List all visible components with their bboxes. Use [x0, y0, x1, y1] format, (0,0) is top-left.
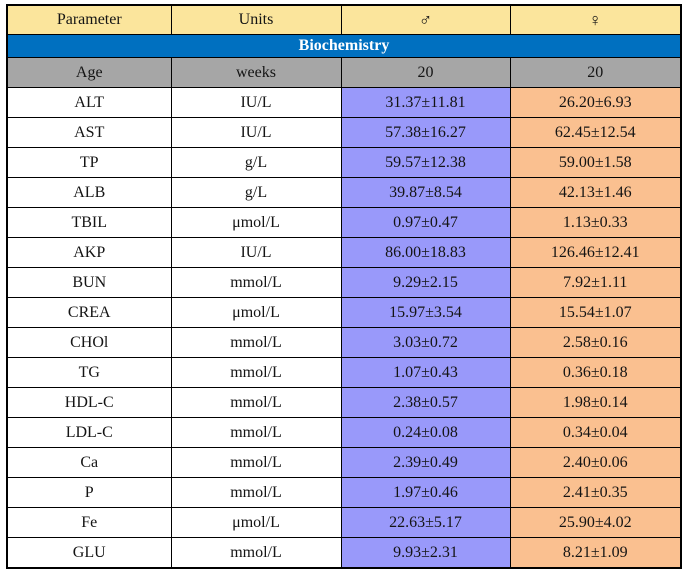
parameter-cell: HDL-C [6, 387, 172, 418]
table-row: CREA μmol/L 15.97±3.54 15.54±1.07 [6, 297, 682, 328]
table-row: ALT IU/L 31.37±11.81 26.20±6.93 [6, 87, 682, 118]
units-cell: g/L [170, 147, 342, 178]
parameter-cell: TG [6, 357, 172, 388]
units-cell: μmol/L [170, 297, 342, 328]
table-row: TP g/L 59.57±12.38 59.00±1.58 [6, 147, 682, 178]
parameter-cell: Fe [6, 507, 172, 538]
female-value-cell: 42.13±1.46 [509, 177, 682, 208]
table-row: AST IU/L 57.38±16.27 62.45±12.54 [6, 117, 682, 148]
parameter-cell: AKP [6, 237, 172, 268]
female-symbol-icon: ♀ [509, 4, 682, 35]
male-value-cell: 9.29±2.15 [340, 267, 511, 298]
units-cell: mmol/L [170, 447, 342, 478]
male-value-cell: 9.93±2.31 [340, 537, 511, 569]
biochemistry-table: Parameter Units ♂ ♀ Biochemistry Age wee… [6, 4, 682, 569]
female-value-cell: 7.92±1.11 [509, 267, 682, 298]
parameter-cell: Ca [6, 447, 172, 478]
col-header-units: Units [170, 4, 342, 35]
female-value-cell: 2.40±0.06 [509, 447, 682, 478]
age-label: Age [6, 57, 172, 88]
male-value-cell: 1.97±0.46 [340, 477, 511, 508]
male-value-cell: 22.63±5.17 [340, 507, 511, 538]
units-cell: mmol/L [170, 477, 342, 508]
male-value-cell: 2.38±0.57 [340, 387, 511, 418]
units-cell: μmol/L [170, 207, 342, 238]
section-row: Biochemistry [6, 34, 682, 58]
male-value-cell: 0.24±0.08 [340, 417, 511, 448]
table-row: LDL-C mmol/L 0.24±0.08 0.34±0.04 [6, 417, 682, 448]
units-cell: mmol/L [170, 417, 342, 448]
female-value-cell: 15.54±1.07 [509, 297, 682, 328]
female-value-cell: 2.58±0.16 [509, 327, 682, 358]
units-cell: mmol/L [170, 357, 342, 388]
male-value-cell: 39.87±8.54 [340, 177, 511, 208]
units-cell: g/L [170, 177, 342, 208]
male-value-cell: 2.39±0.49 [340, 447, 511, 478]
units-cell: mmol/L [170, 267, 342, 298]
table-row: CHOl mmol/L 3.03±0.72 2.58±0.16 [6, 327, 682, 358]
col-header-parameter: Parameter [6, 4, 172, 35]
female-value-cell: 0.36±0.18 [509, 357, 682, 388]
parameter-cell: BUN [6, 267, 172, 298]
table-row: TBIL μmol/L 0.97±0.47 1.13±0.33 [6, 207, 682, 238]
units-cell: mmol/L [170, 387, 342, 418]
table-row: Ca mmol/L 2.39±0.49 2.40±0.06 [6, 447, 682, 478]
age-male-value: 20 [340, 57, 511, 88]
parameter-cell: TP [6, 147, 172, 178]
table-row: ALB g/L 39.87±8.54 42.13±1.46 [6, 177, 682, 208]
male-value-cell: 15.97±3.54 [340, 297, 511, 328]
female-value-cell: 26.20±6.93 [509, 87, 682, 118]
units-cell: μmol/L [170, 507, 342, 538]
table-row: HDL-C mmol/L 2.38±0.57 1.98±0.14 [6, 387, 682, 418]
male-value-cell: 1.07±0.43 [340, 357, 511, 388]
female-value-cell: 1.98±0.14 [509, 387, 682, 418]
table-body: ALT IU/L 31.37±11.81 26.20±6.93 AST IU/L… [6, 87, 682, 569]
section-title: Biochemistry [6, 34, 682, 58]
age-female-value: 20 [509, 57, 682, 88]
female-value-cell: 1.13±0.33 [509, 207, 682, 238]
male-value-cell: 59.57±12.38 [340, 147, 511, 178]
units-cell: IU/L [170, 237, 342, 268]
units-cell: mmol/L [170, 327, 342, 358]
male-value-cell: 57.38±16.27 [340, 117, 511, 148]
parameter-cell: LDL-C [6, 417, 172, 448]
table-row: AKP IU/L 86.00±18.83 126.46±12.41 [6, 237, 682, 268]
units-cell: IU/L [170, 117, 342, 148]
male-value-cell: 0.97±0.47 [340, 207, 511, 238]
table-row: TG mmol/L 1.07±0.43 0.36±0.18 [6, 357, 682, 388]
male-symbol-icon: ♂ [340, 4, 511, 35]
female-value-cell: 126.46±12.41 [509, 237, 682, 268]
table-row: GLU mmol/L 9.93±2.31 8.21±1.09 [6, 537, 682, 569]
age-units: weeks [170, 57, 342, 88]
female-value-cell: 62.45±12.54 [509, 117, 682, 148]
page: Parameter Units ♂ ♀ Biochemistry Age wee… [6, 4, 682, 569]
parameter-cell: P [6, 477, 172, 508]
units-cell: mmol/L [170, 537, 342, 569]
table-header-row: Parameter Units ♂ ♀ [6, 4, 682, 35]
female-value-cell: 59.00±1.58 [509, 147, 682, 178]
parameter-cell: CHOl [6, 327, 172, 358]
table-row: BUN mmol/L 9.29±2.15 7.92±1.11 [6, 267, 682, 298]
age-row: Age weeks 20 20 [6, 57, 682, 88]
parameter-cell: TBIL [6, 207, 172, 238]
female-value-cell: 8.21±1.09 [509, 537, 682, 569]
parameter-cell: GLU [6, 537, 172, 569]
female-value-cell: 25.90±4.02 [509, 507, 682, 538]
female-value-cell: 2.41±0.35 [509, 477, 682, 508]
male-value-cell: 3.03±0.72 [340, 327, 511, 358]
table-row: P mmol/L 1.97±0.46 2.41±0.35 [6, 477, 682, 508]
parameter-cell: ALB [6, 177, 172, 208]
parameter-cell: AST [6, 117, 172, 148]
parameter-cell: ALT [6, 87, 172, 118]
units-cell: IU/L [170, 87, 342, 118]
female-value-cell: 0.34±0.04 [509, 417, 682, 448]
table-row: Fe μmol/L 22.63±5.17 25.90±4.02 [6, 507, 682, 538]
parameter-cell: CREA [6, 297, 172, 328]
male-value-cell: 31.37±11.81 [340, 87, 511, 118]
male-value-cell: 86.00±18.83 [340, 237, 511, 268]
